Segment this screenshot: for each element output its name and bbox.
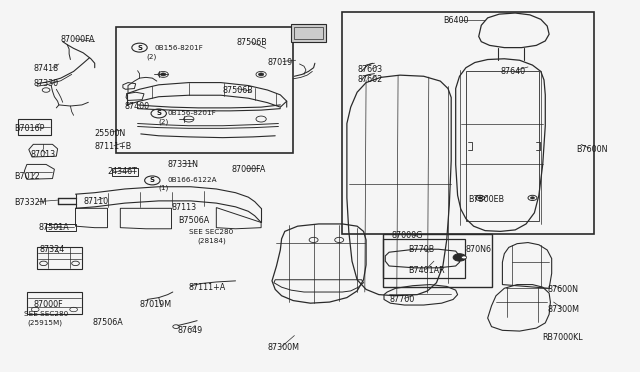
Circle shape: [531, 197, 534, 199]
Text: 0B166-6122A: 0B166-6122A: [168, 177, 218, 183]
Text: 87418: 87418: [33, 64, 58, 73]
Bar: [18, 119, 51, 135]
Text: 87300M: 87300M: [547, 305, 579, 314]
Text: 87019: 87019: [268, 58, 292, 67]
Text: 870N6: 870N6: [466, 246, 492, 254]
Text: 87506A: 87506A: [93, 318, 124, 327]
Text: S: S: [150, 177, 155, 183]
Text: 87330: 87330: [33, 79, 58, 88]
Text: 87000FA: 87000FA: [61, 35, 95, 44]
Circle shape: [161, 73, 166, 76]
Text: 87019M: 87019M: [140, 300, 172, 309]
Text: 87300M: 87300M: [268, 343, 300, 352]
Text: (28184): (28184): [197, 238, 226, 244]
Text: (2): (2): [159, 119, 169, 125]
Text: S: S: [156, 110, 161, 116]
Text: SEE SEC280: SEE SEC280: [189, 230, 233, 235]
Text: 87700: 87700: [389, 295, 414, 304]
Text: B7016P: B7016P: [14, 124, 44, 133]
Text: 25500N: 25500N: [95, 129, 126, 138]
Text: 87506B: 87506B: [237, 38, 268, 47]
Text: 87110: 87110: [83, 197, 108, 206]
Text: 87000F: 87000F: [33, 300, 63, 309]
Bar: [294, 27, 323, 39]
Bar: [291, 24, 326, 42]
Text: 0B156-8201F: 0B156-8201F: [168, 110, 216, 116]
Text: (25915M): (25915M): [27, 320, 62, 326]
Text: B7332M: B7332M: [14, 198, 47, 207]
Text: 87649: 87649: [178, 326, 203, 335]
Text: 87331N: 87331N: [168, 160, 198, 169]
Text: (1): (1): [159, 185, 169, 191]
Text: 24346T: 24346T: [108, 167, 138, 176]
Text: B7300EB: B7300EB: [468, 195, 504, 203]
Text: 87324: 87324: [40, 246, 65, 254]
Text: 87602: 87602: [357, 76, 382, 84]
Text: 87113: 87113: [172, 203, 196, 212]
Text: B7506A: B7506A: [178, 216, 209, 225]
Circle shape: [259, 73, 264, 76]
Text: 87111+A: 87111+A: [189, 283, 226, 292]
Text: 87603: 87603: [357, 65, 382, 74]
Circle shape: [478, 197, 482, 199]
Text: B6400: B6400: [443, 16, 468, 25]
Text: RB7000KL: RB7000KL: [543, 333, 583, 342]
Text: B7600N: B7600N: [576, 145, 607, 154]
Bar: [116, 27, 293, 153]
Bar: [383, 239, 465, 278]
Text: 0B156-8201F: 0B156-8201F: [155, 45, 204, 51]
Bar: [383, 234, 492, 287]
Text: 87506B: 87506B: [223, 86, 253, 94]
Text: 87000G: 87000G: [392, 231, 423, 240]
Text: B7401AR: B7401AR: [408, 266, 445, 275]
Text: 87000FA: 87000FA: [232, 165, 266, 174]
Text: 87111+B: 87111+B: [95, 142, 132, 151]
Circle shape: [453, 254, 466, 261]
Text: 87640: 87640: [500, 67, 525, 76]
Bar: [342, 12, 594, 234]
Text: (2): (2): [146, 53, 156, 60]
Text: 87400: 87400: [125, 102, 150, 110]
Text: 87600N: 87600N: [547, 285, 578, 294]
Text: S: S: [137, 45, 142, 51]
Text: B770B: B770B: [408, 246, 435, 254]
Circle shape: [461, 256, 467, 259]
Text: B7012: B7012: [14, 172, 40, 181]
Text: 87501A: 87501A: [38, 223, 69, 232]
Text: SEE SEC280: SEE SEC280: [24, 311, 68, 317]
Text: 87013: 87013: [31, 150, 56, 159]
